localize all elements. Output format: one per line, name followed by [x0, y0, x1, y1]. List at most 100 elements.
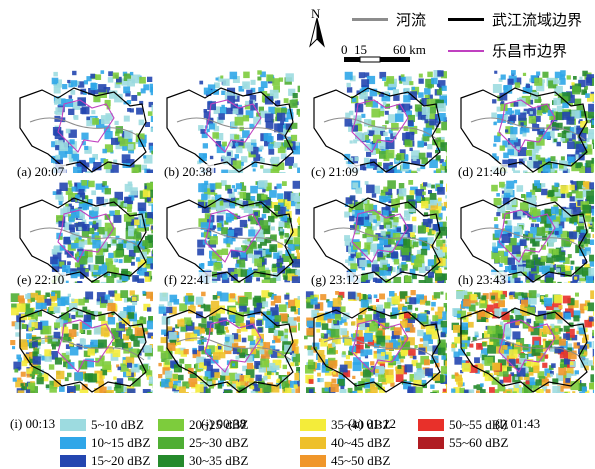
- echo-cell: [240, 192, 247, 199]
- echo-cell: [115, 250, 123, 258]
- echo-cell: [275, 305, 278, 308]
- echo-cell: [222, 274, 227, 279]
- echo-cell: [99, 387, 106, 393]
- echo-cell: [147, 258, 153, 264]
- echo-cell: [420, 300, 425, 305]
- radar-panel: [10, 70, 153, 173]
- echo-cell: [381, 352, 385, 356]
- echo-cell: [256, 278, 260, 282]
- echo-cell: [567, 367, 574, 374]
- echo-cell: [13, 378, 17, 382]
- echo-cell: [446, 216, 447, 220]
- echo-cell: [575, 370, 579, 374]
- echo-cell: [491, 185, 498, 192]
- echo-cell: [53, 72, 58, 77]
- echo-cell: [147, 212, 153, 219]
- echo-cell: [201, 292, 206, 297]
- echo-cell: [79, 237, 82, 240]
- echo-cell: [292, 259, 300, 267]
- echo-cell: [424, 88, 431, 95]
- echo-cell: [500, 322, 503, 325]
- echo-cell: [329, 348, 334, 353]
- echo-cell: [203, 143, 208, 148]
- echo-cell: [138, 203, 147, 212]
- echo-cell: [251, 391, 255, 393]
- panel-time-label: (a) 20:07: [15, 164, 66, 179]
- echo-cell: [190, 334, 197, 341]
- echo-cell: [511, 265, 516, 270]
- echo-cell: [223, 202, 229, 208]
- echo-cell: [158, 374, 162, 378]
- echo-cell: [235, 228, 243, 236]
- echo-cell: [226, 322, 229, 325]
- echo-cell: [526, 150, 532, 156]
- echo-cell: [585, 216, 591, 222]
- echo-cell: [242, 338, 247, 343]
- echo-cell: [297, 218, 300, 222]
- echo-cell: [127, 363, 132, 368]
- echo-cell: [590, 374, 594, 382]
- echo-cell: [347, 83, 351, 87]
- echo-cell: [353, 139, 357, 143]
- echo-cell: [553, 249, 559, 255]
- echo-cell: [271, 372, 274, 375]
- echo-cell: [445, 293, 447, 300]
- dbz-color-swatch: [418, 437, 444, 449]
- echo-cell: [526, 84, 530, 88]
- echo-cell: [225, 375, 230, 380]
- echo-cell: [331, 379, 336, 384]
- echo-cell: [536, 72, 540, 76]
- echo-cell: [97, 301, 101, 305]
- echo-cell: [505, 245, 512, 252]
- echo-cell: [244, 84, 248, 88]
- echo-cell: [225, 327, 228, 330]
- echo-cell: [105, 188, 111, 194]
- echo-cell: [492, 247, 498, 253]
- echo-cell: [585, 93, 590, 98]
- echo-cell: [385, 196, 391, 202]
- echo-cell: [59, 201, 63, 205]
- echo-cell: [576, 191, 583, 198]
- echo-cell: [330, 313, 336, 319]
- echo-cell: [134, 364, 137, 367]
- echo-cell: [25, 294, 30, 299]
- echo-cell: [392, 208, 395, 211]
- echo-cell: [115, 121, 119, 125]
- radar-map: [451, 70, 594, 173]
- echo-cell: [179, 359, 184, 364]
- echo-cell: [523, 158, 527, 162]
- legend-city-boundary: 乐昌市边界: [448, 40, 567, 61]
- echo-cell: [570, 362, 574, 366]
- echo-cell: [372, 226, 377, 231]
- echo-cell: [179, 386, 186, 393]
- echo-cell: [503, 86, 508, 91]
- echo-cell: [545, 209, 553, 217]
- echo-cell: [166, 307, 172, 313]
- echo-cell: [529, 290, 537, 298]
- echo-cell: [132, 167, 139, 173]
- echo-cell: [69, 216, 75, 222]
- echo-cell: [510, 127, 517, 134]
- echo-cell: [289, 166, 292, 169]
- echo-cell: [271, 246, 275, 250]
- echo-cell: [551, 363, 556, 368]
- echo-cell: [235, 117, 244, 126]
- echo-cell: [522, 293, 527, 298]
- echo-cell: [526, 260, 535, 269]
- echo-cell: [534, 78, 542, 86]
- echo-cell: [441, 332, 446, 337]
- echo-cell: [195, 384, 203, 392]
- echo-cell: [204, 359, 211, 366]
- echo-cell: [492, 363, 500, 371]
- echo-cell: [476, 391, 480, 394]
- echo-cell: [296, 250, 299, 253]
- echo-cell: [283, 365, 287, 369]
- echo-cell: [413, 157, 417, 161]
- echo-cell: [148, 357, 151, 360]
- echo-cell: [94, 208, 98, 212]
- echo-cell: [394, 327, 402, 335]
- echo-cell: [559, 305, 563, 309]
- echo-cell: [112, 342, 116, 346]
- echo-cell: [187, 384, 190, 387]
- echo-cell: [389, 291, 395, 297]
